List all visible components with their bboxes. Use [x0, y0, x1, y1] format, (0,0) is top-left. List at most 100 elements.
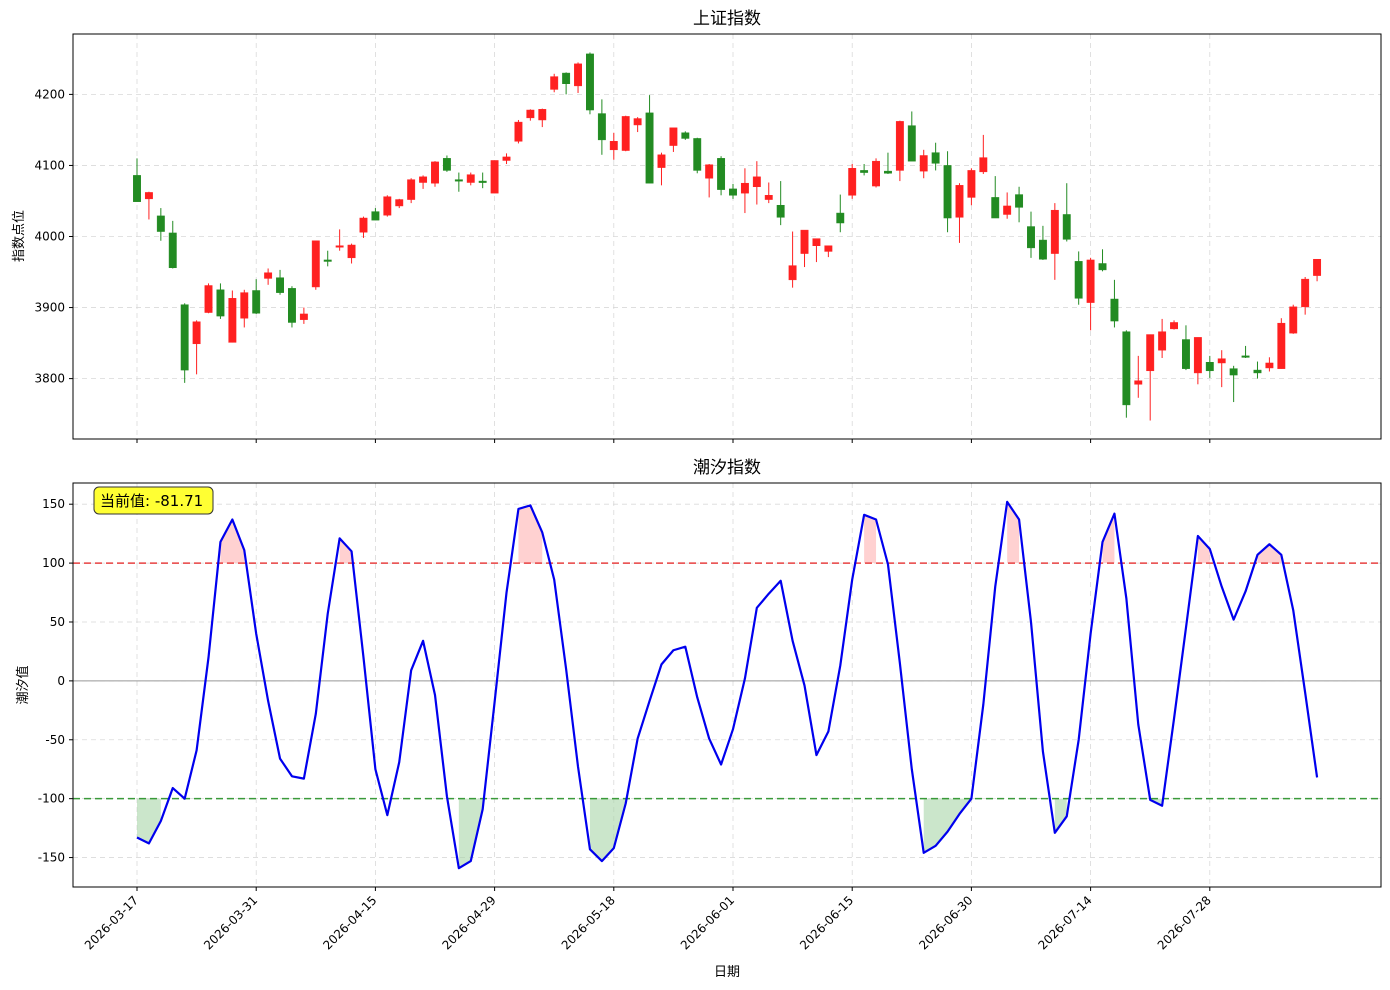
candle-up-body — [502, 156, 511, 161]
candle-up-body — [419, 176, 428, 183]
candle-up-body — [490, 160, 499, 194]
candlestick-y-tick-label: 3800 — [34, 372, 65, 386]
candlestick-series — [133, 52, 1322, 421]
candle-up-body — [514, 121, 523, 142]
candle-down-body — [729, 188, 737, 196]
candle-down-body — [884, 170, 892, 174]
candle-down-body — [168, 232, 177, 269]
candle-up-body — [204, 285, 213, 313]
candle-down-body — [216, 289, 225, 317]
candle-up-body — [240, 292, 249, 319]
candle-down-body — [1253, 369, 1262, 374]
candle-down-body — [442, 158, 451, 171]
candle-up-body — [347, 244, 356, 259]
candle-up-body — [955, 185, 964, 218]
candle-down-body — [693, 138, 702, 171]
candle-up-body — [657, 154, 666, 168]
candle-up-body — [395, 199, 404, 207]
candle-up-body — [1170, 322, 1178, 330]
candle-down-body — [681, 132, 690, 139]
candle-down-body — [907, 125, 916, 162]
tide-fill-above-threshold — [1197, 536, 1210, 564]
candle-up-body — [192, 321, 201, 345]
tide-y-ticks: -150 -100 -50 0 50 100 150 — [38, 497, 73, 865]
candle-down-body — [323, 259, 332, 262]
candle-down-body — [133, 175, 141, 202]
candlestick-y-tick-label: 4100 — [34, 158, 65, 172]
tide-fill-below-threshold — [1054, 798, 1067, 833]
current-value-badge-text: 当前值: -81.71 — [100, 492, 203, 510]
candle-down-body — [276, 277, 284, 293]
candle-down-body — [776, 204, 785, 218]
candle-down-body — [562, 72, 571, 84]
candle-up-body — [1050, 209, 1059, 254]
candle-up-body — [967, 170, 976, 198]
tide-series-line — [136, 500, 1319, 870]
candle-down-body — [1122, 331, 1131, 406]
candle-down-body — [1205, 362, 1214, 372]
candle-down-body — [180, 304, 189, 371]
candle-up-body — [264, 272, 273, 279]
candle-up-body — [228, 298, 237, 343]
tide-y-tick-label: 150 — [42, 497, 65, 511]
candle-up-body — [824, 245, 833, 252]
candlestick-grid — [73, 34, 1381, 439]
candle-down-body — [597, 113, 606, 141]
candle-up-body — [144, 192, 153, 200]
tide-fill-below-threshold — [589, 798, 626, 862]
candle-down-body — [836, 212, 845, 224]
tide-fill-above-threshold — [1102, 513, 1115, 564]
candle-down-body — [288, 288, 296, 323]
candle-up-body — [1193, 337, 1202, 374]
candle-down-body — [645, 112, 654, 184]
tide-fill-above-threshold — [339, 538, 352, 564]
candle-up-body — [1217, 358, 1226, 364]
candle-down-body — [156, 215, 165, 232]
candle-up-body — [919, 155, 928, 172]
candle-up-body — [299, 313, 308, 320]
candle-down-body — [1182, 339, 1190, 369]
candle-up-body — [848, 168, 857, 196]
candle-up-body — [895, 121, 904, 171]
candle-down-body — [1229, 368, 1238, 376]
candle-up-body — [383, 196, 392, 216]
candle-down-body — [1241, 355, 1250, 358]
candlestick-y-tick-label: 4000 — [34, 230, 65, 244]
candle-up-body — [764, 195, 773, 200]
candle-up-body — [788, 265, 797, 281]
candle-down-body — [860, 170, 869, 173]
candle-down-body — [371, 211, 380, 221]
tide-fill-below-threshold — [458, 798, 483, 869]
tide-y-tick-label: 50 — [50, 615, 65, 629]
candle-up-body — [1086, 259, 1095, 303]
candle-down-body — [1027, 226, 1035, 249]
candle-up-body — [311, 240, 320, 288]
tide-y-axis-label: 潮汐值 — [15, 665, 31, 704]
candle-up-body — [800, 229, 809, 254]
candle-up-body — [705, 164, 714, 179]
candle-up-body — [633, 118, 642, 126]
candlestick-y-axis-label: 指数点位 — [12, 210, 27, 262]
candlestick-y-ticks: 3800 3900 4000 4100 4200 — [34, 87, 73, 386]
tide-axes-frame — [72, 482, 1382, 888]
candle-up-body — [407, 179, 416, 200]
candle-down-body — [586, 53, 594, 111]
candle-up-body — [574, 63, 582, 87]
candle-down-body — [931, 152, 940, 164]
tide-y-tick-label: -150 — [38, 851, 65, 865]
candle-down-body — [1038, 239, 1047, 260]
candle-down-body — [1074, 261, 1083, 299]
candlestick-x-ticks — [136, 439, 1211, 443]
tide-fill-above-threshold — [1257, 544, 1282, 564]
candle-down-body — [1110, 298, 1119, 322]
candle-up-body — [740, 182, 749, 194]
candle-down-body — [991, 197, 1000, 219]
candle-down-body — [454, 179, 463, 182]
current-value-badge: 当前值: -81.71 — [93, 486, 214, 515]
candle-up-body — [1313, 258, 1322, 276]
candle-up-body — [1301, 278, 1310, 308]
candle-up-body — [550, 76, 559, 90]
candle-up-body — [335, 245, 344, 248]
candlestick-panel: 3800 3900 4000 4100 4200 上证指数 指数点位 — [12, 9, 1382, 443]
candle-up-body — [1146, 334, 1155, 372]
